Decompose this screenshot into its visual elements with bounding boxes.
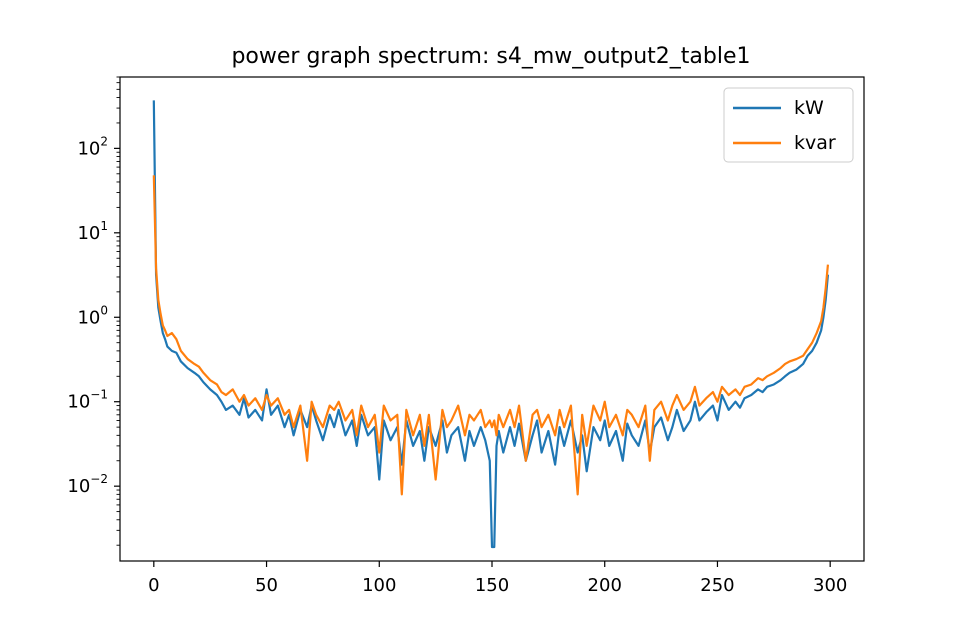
y-axis: 10−2 10−1 100 101 102 bbox=[67, 76, 120, 546]
series-line-kvar bbox=[152, 175, 830, 496]
y-tick-label: 102 bbox=[77, 134, 108, 159]
legend-label-kw: kW bbox=[794, 97, 824, 119]
x-tick-label: 250 bbox=[700, 575, 734, 596]
x-tick-label: 150 bbox=[475, 575, 509, 596]
x-tick-label: 0 bbox=[148, 575, 159, 596]
legend: kW kvar bbox=[723, 87, 854, 163]
x-axis: 0 50 100 150 200 250 300 bbox=[148, 561, 847, 596]
y-tick-label: 101 bbox=[77, 219, 108, 244]
chart-title: power graph spectrum: s4_mw_output2_tabl… bbox=[231, 44, 750, 69]
series-line-kw bbox=[152, 100, 830, 549]
y-tick-label: 10−2 bbox=[67, 472, 108, 497]
x-tick-label: 50 bbox=[255, 575, 278, 596]
series-group bbox=[152, 100, 830, 549]
x-tick-label: 200 bbox=[588, 575, 622, 596]
y-tick-label: 100 bbox=[77, 303, 108, 328]
legend-label-kvar: kvar bbox=[794, 132, 836, 154]
y-tick-label: 10−1 bbox=[67, 388, 108, 413]
x-tick-label: 300 bbox=[813, 575, 847, 596]
x-tick-label: 100 bbox=[362, 575, 396, 596]
